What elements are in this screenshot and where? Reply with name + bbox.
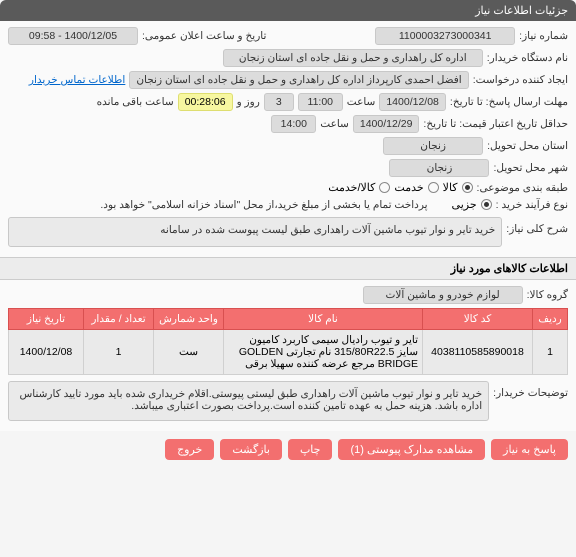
radio-goods[interactable]: کالا [443,181,473,194]
buyer-notes-label: توضیحات خریدار: [493,381,568,399]
cell-name: تایر و تیوب رادیال سیمی کاربرد کامیون سا… [224,330,423,375]
th-unit: واحد شمارش [154,309,224,330]
th-name: نام کالا [224,309,423,330]
cell-unit: ست [154,330,224,375]
group-field: لوازم خودرو و ماشین آلات [363,286,523,304]
province-deliver-label: استان محل تحویل: [487,140,568,152]
group-label: گروه کالا: [527,289,568,301]
details-panel: شماره نیاز: 1100003273000341 تاریخ و ساع… [0,21,576,257]
panel-title: جزئیات اطلاعات نیاز [475,5,568,17]
process-note: پرداخت تمام یا بخشی از مبلغ خرید،از محل … [100,199,427,211]
radio-both-icon [379,182,390,193]
buyer-notes-textbox: خرید تایر و نوار تیوب ماشین آلات راهداری… [8,381,489,421]
print-button[interactable]: چاپ [288,439,333,460]
need-number-label: شماره نیاز: [519,30,568,42]
deadline-date-field: 1400/12/08 [379,93,446,111]
announce-field: 1400/12/05 - 09:58 [8,27,138,45]
buyer-name-label: نام دستگاه خریدار: [487,52,568,64]
contact-link[interactable]: اطلاعات تماس خریدار [29,74,125,86]
need-number-field: 1100003273000341 [375,27,515,45]
cell-code: 4038110585890018 [423,330,533,375]
table-row: 1 4038110585890018 تایر و تیوب رادیال سی… [9,330,568,375]
city-deliver-label: شهر محل تحویل: [493,162,568,174]
radio-partial-icon [481,199,492,210]
validity-label: حداقل تاریخ اعتبار قیمت: تا تاریخ: [423,118,568,130]
radio-both-label: کالا/خدمت [328,181,375,194]
radio-partial[interactable]: جزیی [452,198,492,211]
province-deliver-field: زنجان [383,137,483,155]
category-label: طبقه بندی موضوعی: [477,182,568,194]
cell-qty: 1 [84,330,154,375]
city-deliver-field: زنجان [389,159,489,177]
days-label: روز و [237,96,260,108]
radio-goods-label: کالا [443,181,458,194]
radio-service-icon [428,182,439,193]
creator-field: افضل احمدی کارپرداز اداره کل راهداری و ح… [129,71,468,89]
deadline-time-field: 11:00 [298,93,343,111]
time-label-2: ساعت [320,118,349,130]
days-field: 3 [264,93,294,111]
buyer-name-field: اداره کل راهداری و حمل و نقل جاده ای است… [223,49,483,67]
items-table: ردیف کد کالا نام کالا واحد شمارش تعداد /… [8,308,568,375]
exit-button[interactable]: خروج [165,439,214,460]
announce-label: تاریخ و ساعت اعلان عمومی: [142,30,266,42]
th-date: تاریخ نیاز [9,309,84,330]
items-section-header: اطلاعات کالاهای مورد نیاز [0,257,576,280]
remain-label: ساعت باقی مانده [97,96,174,108]
radio-both[interactable]: کالا/خدمت [328,181,390,194]
validity-time-field: 14:00 [271,115,316,133]
desc-label: شرح کلی نیاز: [506,217,568,235]
time-label-1: ساعت [347,96,376,108]
validity-date-field: 1400/12/29 [353,115,420,133]
radio-service[interactable]: خدمت [394,181,438,194]
attachments-button[interactable]: مشاهده مدارک پیوستی (1) [338,439,485,460]
th-row: ردیف [533,309,568,330]
button-bar: پاسخ به نیاز مشاهده مدارک پیوستی (1) چاپ… [0,431,576,468]
th-code: کد کالا [423,309,533,330]
radio-goods-icon [462,182,473,193]
process-label: نوع فرآیند خرید : [496,199,568,211]
items-panel: گروه کالا: لوازم خودرو و ماشین آلات ردیف… [0,280,576,431]
reply-button[interactable]: پاسخ به نیاز [491,439,568,460]
radio-service-label: خدمت [394,181,423,194]
panel-header: جزئیات اطلاعات نیاز [0,0,576,21]
back-button[interactable]: بازگشت [220,439,282,460]
th-qty: تعداد / مقدار [84,309,154,330]
deadline-label: مهلت ارسال پاسخ: تا تاریخ: [450,96,568,108]
desc-textbox: خرید تایر و نوار تیوب ماشین آلات راهداری… [8,217,502,247]
table-header-row: ردیف کد کالا نام کالا واحد شمارش تعداد /… [9,309,568,330]
countdown-field: 00:28:06 [178,93,233,111]
cell-date: 1400/12/08 [9,330,84,375]
radio-partial-label: جزیی [452,198,477,211]
cell-row: 1 [533,330,568,375]
creator-label: ایجاد کننده درخواست: [473,74,568,86]
